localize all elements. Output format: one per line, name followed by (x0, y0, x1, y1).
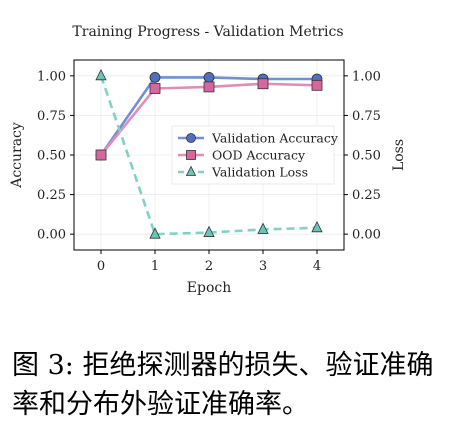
y-tick-label: 0.25 (37, 188, 66, 203)
data-point-ood-accuracy (311, 79, 323, 91)
y-tick-label: 0.00 (37, 228, 66, 243)
x-tick-label: 4 (313, 259, 321, 274)
chart-title: Training Progress - Validation Metrics (72, 24, 343, 40)
data-point-validation-accuracy (203, 72, 215, 83)
legend-marker-ood-accuracy (186, 150, 196, 160)
x-axis-ticks: 0 1 2 3 4 (97, 250, 321, 274)
y-tick-label: 0.75 (37, 109, 66, 124)
legend-label-ood-accuracy: OOD Accuracy (212, 148, 306, 163)
y-axis-right-ticks: 0.00 0.25 0.50 0.75 1.00 (344, 69, 381, 243)
figure-caption: 图 3: 拒绝探测器的损失、验证准确率和分布外验证准确率。 (12, 350, 434, 420)
series-layer (95, 68, 323, 239)
legend-label-validation-accuracy: Validation Accuracy (211, 131, 339, 146)
y-tick-label-right: 1.00 (352, 69, 381, 84)
data-point-validation-loss (257, 222, 269, 234)
y-axis-left-ticks: 0.00 0.25 0.50 0.75 1.00 (37, 69, 74, 243)
y-tick-label: 0.50 (37, 149, 66, 164)
x-tick-label: 2 (205, 259, 213, 274)
legend-marker-validation-accuracy (186, 133, 196, 143)
y-tick-label-right: 0.75 (352, 109, 381, 124)
data-point-ood-accuracy (95, 149, 107, 161)
x-axis-label: Epoch (187, 280, 231, 296)
x-tick-label: 3 (259, 259, 267, 274)
data-point-ood-accuracy (149, 83, 161, 94)
y-tick-label-right: 0.00 (352, 228, 381, 243)
data-point-validation-loss (95, 68, 107, 81)
data-point-ood-accuracy (257, 78, 269, 90)
y-axis-label-left: Accuracy (9, 122, 25, 189)
legend-label-validation-loss: Validation Loss (211, 165, 308, 180)
series-ood-accuracy (95, 78, 323, 161)
y-tick-label-right: 0.25 (352, 188, 381, 203)
x-tick-label: 1 (151, 259, 159, 274)
data-point-ood-accuracy (203, 81, 215, 93)
data-point-validation-loss (203, 225, 215, 237)
legend-marker-validation-loss (185, 165, 197, 176)
series-validation-loss (95, 68, 323, 239)
data-point-validation-accuracy (149, 72, 161, 83)
data-point-validation-loss (311, 220, 323, 233)
y-tick-label-right: 0.50 (352, 149, 381, 164)
data-point-validation-loss (149, 227, 161, 239)
x-tick-label: 0 (97, 259, 105, 274)
y-tick-label: 1.00 (37, 69, 66, 84)
legend: Validation Accuracy OOD Accuracy Validatio… (171, 125, 339, 185)
y-axis-label-right: Loss (391, 139, 407, 171)
chart-figure: Training Progress - Validation Metrics 0… (9, 24, 407, 296)
